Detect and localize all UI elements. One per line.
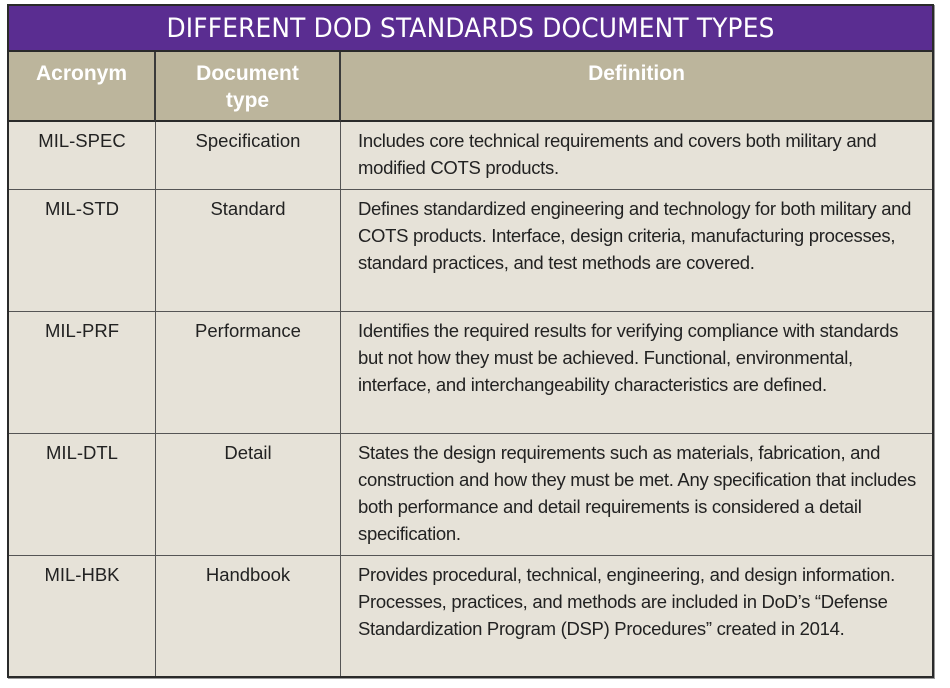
- cell-acronym: MIL-DTL: [9, 434, 156, 556]
- cell-document-type: Handbook: [156, 556, 341, 676]
- cell-document-type: Standard: [156, 190, 341, 312]
- cell-definition: Provides procedural, technical, engineer…: [358, 564, 895, 639]
- table-row: MIL-PRF Performance Identifies the requi…: [9, 312, 932, 434]
- cell-definition: Defines standardized engineering and tec…: [341, 190, 932, 312]
- cell-document-type: Specification: [156, 122, 341, 190]
- table-row: MIL-HBK Handbook Provides procedural, te…: [9, 556, 932, 676]
- table-row: MIL-SPEC Specification Includes core tec…: [9, 122, 932, 190]
- cell-definition: Identifies the required results for veri…: [341, 312, 932, 434]
- table-row: MIL-DTL Detail States the design require…: [9, 434, 932, 556]
- table-title: DIFFERENT DOD STANDARDS DOCUMENT TYPES: [9, 6, 932, 52]
- cell-definition: Includes core technical requirements and…: [341, 122, 932, 190]
- header-document-type: Document type: [156, 52, 341, 122]
- cell-document-type: Performance: [156, 312, 341, 434]
- cell-acronym: MIL-SPEC: [9, 122, 156, 190]
- cell-document-type: Detail: [156, 434, 341, 556]
- table-header-row: Acronym Document type Definition: [9, 52, 932, 122]
- table-row: MIL-STD Standard Defines standardized en…: [9, 190, 932, 312]
- dod-standards-table: DIFFERENT DOD STANDARDS DOCUMENT TYPES A…: [7, 4, 934, 678]
- header-definition: Definition: [341, 52, 932, 122]
- table-title-text: DIFFERENT DOD STANDARDS DOCUMENT TYPES: [166, 12, 775, 44]
- header-document-type-line2: type: [225, 89, 270, 112]
- cell-acronym: MIL-HBK: [9, 556, 156, 676]
- cell-definition: States the design requirements such as m…: [341, 434, 932, 556]
- cell-acronym: MIL-STD: [9, 190, 156, 312]
- header-document-type-line1: Document: [196, 62, 299, 85]
- header-acronym: Acronym: [9, 52, 156, 122]
- cell-acronym: MIL-PRF: [9, 312, 156, 434]
